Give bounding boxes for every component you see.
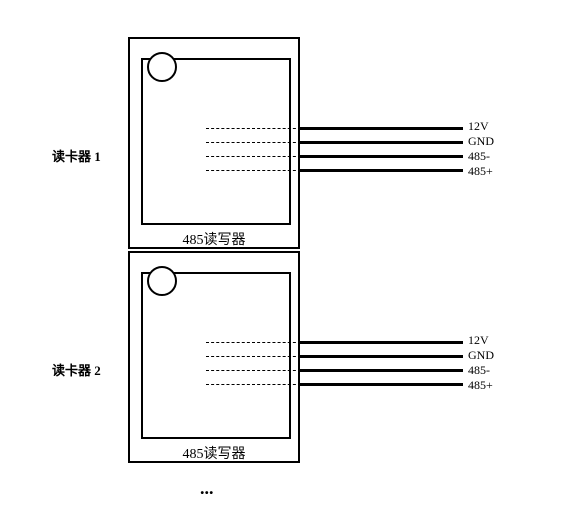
pin-label-485plus: 485+ bbox=[468, 378, 493, 393]
pin-label-485minus: 485- bbox=[468, 149, 490, 164]
module-title-1: 485读写器 bbox=[130, 229, 298, 249]
pin-label-gnd: GND bbox=[468, 134, 494, 149]
wire-dashed bbox=[206, 156, 301, 157]
wire-dashed bbox=[206, 342, 301, 343]
indicator-circle-1 bbox=[147, 52, 177, 82]
pin-label-12v: 12V bbox=[468, 119, 489, 134]
wire-solid bbox=[300, 355, 463, 358]
wire-dashed bbox=[206, 128, 301, 129]
indicator-circle-2 bbox=[147, 266, 177, 296]
wire-dashed bbox=[206, 384, 301, 385]
module-title-2: 485读写器 bbox=[130, 443, 298, 463]
wire-solid bbox=[300, 369, 463, 372]
pin-label-485minus: 485- bbox=[468, 363, 490, 378]
ellipsis-more: ... bbox=[200, 478, 214, 499]
wire-solid bbox=[300, 341, 463, 344]
pin-label-12v: 12V bbox=[468, 333, 489, 348]
wire-dashed bbox=[206, 170, 301, 171]
pin-label-485plus: 485+ bbox=[468, 164, 493, 179]
wire-solid bbox=[300, 141, 463, 144]
wire-solid bbox=[300, 127, 463, 130]
wire-dashed bbox=[206, 370, 301, 371]
side-label-2: 读卡器 2 bbox=[52, 360, 101, 379]
wire-solid bbox=[300, 155, 463, 158]
reader-module-2: 485读写器 bbox=[128, 251, 300, 463]
reader-module-1: 485读写器 bbox=[128, 37, 300, 249]
wire-dashed bbox=[206, 142, 301, 143]
side-label-1: 读卡器 1 bbox=[52, 146, 101, 165]
wire-solid bbox=[300, 383, 463, 386]
wire-solid bbox=[300, 169, 463, 172]
wire-dashed bbox=[206, 356, 301, 357]
pin-label-gnd: GND bbox=[468, 348, 494, 363]
